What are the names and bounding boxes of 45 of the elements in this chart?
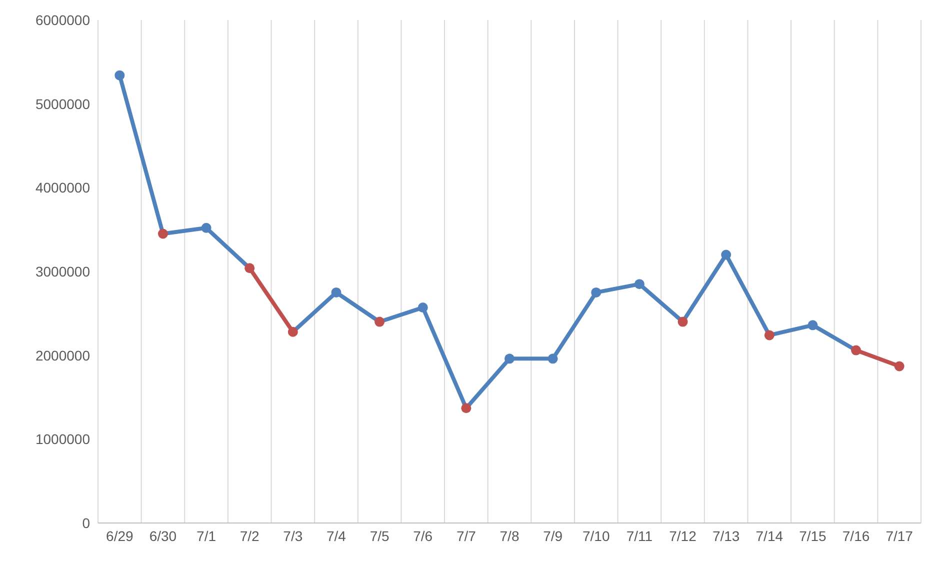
y-tick-label: 4000000	[35, 180, 90, 196]
point	[851, 345, 862, 356]
y-tick-label: 5000000	[35, 96, 90, 112]
point	[244, 263, 255, 274]
point	[634, 279, 644, 290]
x-tick-label: 7/16	[842, 528, 870, 544]
x-tick-label: 6/29	[106, 528, 134, 544]
point	[721, 250, 732, 260]
point	[201, 222, 212, 233]
x-tick-label: 7/10	[582, 528, 610, 544]
x-tick-label: 7/9	[543, 528, 563, 544]
y-tick-label: 3000000	[35, 263, 90, 280]
x-tick-label: 7/5	[370, 528, 390, 544]
point	[504, 354, 514, 364]
x-tick-label: 7/14	[756, 528, 784, 544]
point	[678, 316, 688, 327]
x-tick-label: 7/11	[626, 528, 653, 544]
x-tick-label: 7/8	[500, 528, 520, 544]
x-tick-label: 7/15	[799, 528, 827, 544]
point	[288, 326, 298, 337]
x-tick-label: 6/30	[149, 528, 177, 544]
x-tick-label: 7/13	[712, 528, 740, 544]
x-tick-label: 7/12	[669, 528, 697, 544]
x-tick-label: 7/7	[456, 528, 476, 544]
point	[894, 361, 904, 372]
x-tick-label: 7/6	[413, 528, 433, 544]
point	[374, 316, 385, 327]
point	[418, 302, 428, 313]
x-tick-label: 7/2	[240, 528, 260, 544]
x-tick-label: 7/3	[283, 528, 303, 544]
point	[114, 70, 125, 80]
x-tick-label: 7/4	[326, 528, 346, 544]
point	[808, 320, 818, 330]
point	[158, 228, 168, 239]
point	[591, 287, 602, 298]
x-tick-label: 7/17	[886, 528, 914, 544]
x-tick-label: 7/1	[196, 528, 216, 544]
y-tick-label: 6000000	[35, 12, 90, 28]
y-tick-label: 2000000	[35, 347, 90, 364]
y-tick-label: 0	[82, 514, 90, 531]
point	[331, 287, 342, 298]
y-tick-label: 1000000	[35, 431, 90, 448]
point	[764, 330, 774, 340]
point	[461, 403, 472, 414]
point	[548, 354, 558, 364]
